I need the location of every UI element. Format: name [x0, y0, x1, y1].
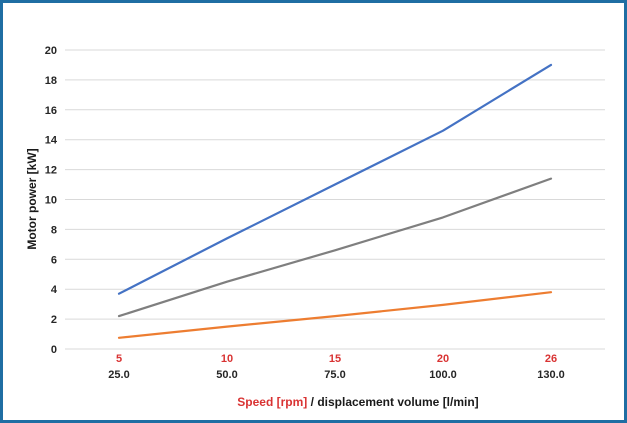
y-tick-label: 14 [45, 135, 58, 147]
x-tick-label-speed: 20 [437, 353, 449, 365]
y-axis-title: Motor power [kW] [25, 148, 39, 249]
x-axis-title-volume: / displacement volume [l/min] [307, 395, 478, 409]
x-tick-label-volume: 75.0 [324, 369, 345, 381]
y-tick-label: 8 [51, 224, 57, 236]
series-line-1 [117, 63, 553, 295]
y-tick-label: 12 [45, 165, 57, 177]
x-tick-label-volume: 100.0 [429, 369, 457, 381]
y-tick-label: 0 [51, 344, 57, 356]
y-tick-label: 20 [45, 45, 57, 57]
y-tick-labels: 0 2 4 6 8 10 12 14 16 18 20 [45, 45, 58, 356]
gridlines [65, 49, 605, 350]
x-axis-title-speed: Speed [rpm] [237, 395, 307, 409]
y-tick-label: 10 [45, 195, 57, 207]
x-tick-label-speed: 15 [329, 353, 341, 365]
series-line-2 [117, 177, 553, 318]
x-tick-label-speed: 26 [545, 353, 557, 365]
y-tick-label: 16 [45, 105, 57, 117]
x-tick-labels: 5 25.0 10 50.0 15 75.0 20 100.0 26 130.0 [108, 353, 564, 381]
y-tick-label: 6 [51, 254, 57, 266]
series-lines [117, 63, 553, 339]
y-tick-label: 18 [45, 75, 57, 87]
series-line-3 [117, 291, 553, 339]
x-axis-title: Speed [rpm] / displacement volume [l/min… [237, 395, 478, 409]
x-tick-label-volume: 50.0 [216, 369, 237, 381]
x-tick-label-volume: 130.0 [537, 369, 565, 381]
y-tick-label: 2 [51, 314, 57, 326]
x-tick-label-volume: 25.0 [108, 369, 129, 381]
x-tick-label-speed: 10 [221, 353, 233, 365]
x-tick-label-speed: 5 [116, 353, 122, 365]
y-tick-label: 4 [51, 284, 58, 296]
